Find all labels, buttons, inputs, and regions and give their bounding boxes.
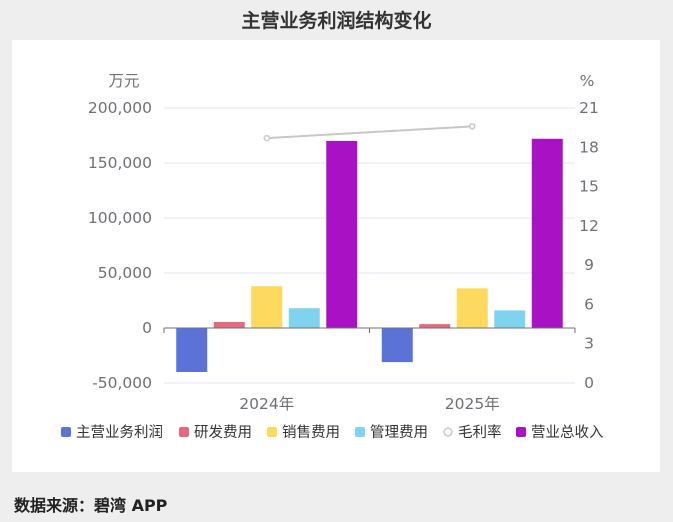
bars <box>176 138 563 372</box>
chart-panel: 200,000 150,000 100,000 50,000 0 -50,000 21 18 1… <box>12 40 660 472</box>
legend-marker <box>179 427 189 437</box>
line-point <box>263 134 270 142</box>
x-category-label: 2024年 <box>239 395 294 413</box>
y-right-tick-label: 21 <box>579 99 599 117</box>
y-left-tick-label: 200,000 <box>88 99 152 117</box>
bar <box>176 328 208 372</box>
y-left-unit: 万元 <box>108 72 139 90</box>
legend-label: 主营业务利润 <box>76 424 163 441</box>
line-series <box>263 123 476 142</box>
y-right-tick-label: 18 <box>579 138 599 156</box>
legend: 主营业务利润 研发费用 销售费用 管理费用 毛利率 营业总收入 <box>61 424 604 441</box>
y-right-unit: % <box>580 72 595 90</box>
y-right-tick-label: 15 <box>579 178 599 196</box>
legend-label: 销售费用 <box>282 424 340 441</box>
bar <box>419 324 451 328</box>
y-right-tick-label: 6 <box>584 295 594 313</box>
y-right-tick-label: 3 <box>584 335 594 353</box>
legend-marker <box>267 427 277 437</box>
x-category-label: 2025年 <box>445 395 500 413</box>
bar <box>381 328 413 363</box>
y-right-tick-label: 0 <box>584 374 594 392</box>
y-left-tick-label: 150,000 <box>88 154 152 172</box>
bar <box>288 308 320 328</box>
legend-marker <box>61 427 71 437</box>
bar <box>213 321 245 328</box>
bar <box>531 138 563 328</box>
bar <box>326 141 358 328</box>
legend-marker <box>355 427 365 437</box>
chart: 200,000 150,000 100,000 50,000 0 -50,000 21 18 1… <box>61 72 604 441</box>
line-point <box>469 123 476 130</box>
legend-label: 毛利率 <box>458 424 502 441</box>
bar <box>251 286 283 328</box>
legend-label: 管理费用 <box>370 424 428 441</box>
y-left-tick-label: -50,000 <box>92 374 152 392</box>
data-source: 数据来源：碧湾 APP <box>14 496 168 515</box>
legend-label: 营业总收入 <box>531 424 604 441</box>
y-left-tick-label: 100,000 <box>88 209 152 227</box>
y-left-tick-label: 50,000 <box>98 264 152 282</box>
y-right-tick-label: 9 <box>584 256 594 274</box>
y-left-tick-label: 0 <box>142 319 152 337</box>
bar <box>456 288 488 328</box>
grid-lines <box>164 107 575 384</box>
line-series-path <box>266 125 473 140</box>
chart-title: 主营业务利润结构变化 <box>241 10 432 32</box>
bar <box>494 310 526 328</box>
y-right-tick-label: 12 <box>579 217 599 235</box>
legend-label: 研发费用 <box>194 424 252 441</box>
axes: 200,000 150,000 100,000 50,000 0 -50,000 21 18 1… <box>88 72 599 413</box>
legend-marker <box>516 427 526 437</box>
legend-marker <box>443 427 453 437</box>
